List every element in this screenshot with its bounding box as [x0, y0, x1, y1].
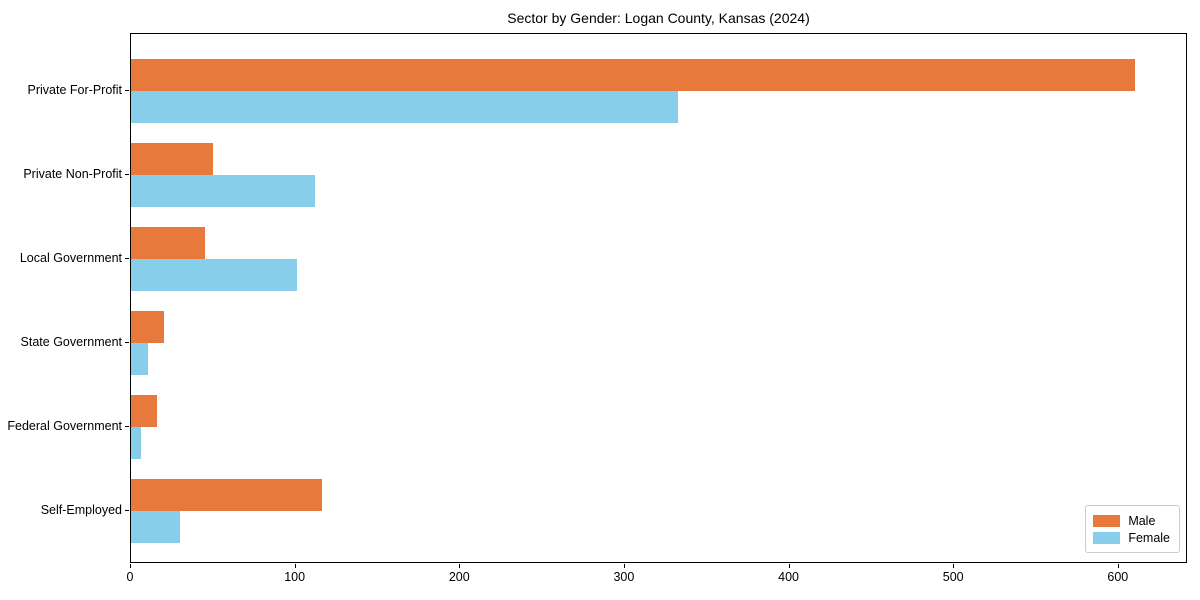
bar-female-4: [131, 343, 148, 375]
y-tick-label: Private Non-Profit: [23, 167, 122, 181]
y-tick-label: Local Government: [19, 251, 122, 265]
x-tick-label: 0: [126, 570, 134, 584]
legend-entry-male: Male: [1093, 512, 1170, 529]
bar-female-3: [131, 259, 298, 291]
x-tick-label: 400: [778, 570, 799, 584]
x-tick-mark: [130, 564, 131, 568]
x-tick-mark: [953, 564, 955, 568]
bar-male-4: [131, 311, 164, 343]
x-tick-label: 500: [942, 570, 964, 584]
y-tick-label: Federal Government: [7, 419, 122, 433]
x-tick-mark: [459, 564, 461, 568]
x-tick-label: 200: [448, 570, 470, 584]
bar-male-2: [131, 143, 214, 175]
legend-swatch-male: [1093, 514, 1121, 527]
x-tick-mark: [1117, 564, 1119, 568]
x-tick-label: 600: [1107, 570, 1129, 584]
bar-female-2: [131, 175, 316, 207]
y-tick-mark: [125, 258, 129, 259]
y-tick-mark: [125, 174, 129, 175]
plot-area: Male Female: [130, 33, 1187, 563]
bar-female-6: [131, 511, 181, 543]
bar-male-1: [131, 59, 1136, 91]
x-tick-label: 300: [613, 570, 635, 584]
x-tick-mark: [788, 564, 790, 568]
x-tick-mark: [294, 564, 296, 568]
y-tick-label: State Government: [20, 335, 122, 349]
y-tick-label: Self-Employed: [40, 503, 122, 517]
bar-female-5: [131, 427, 141, 459]
legend-label-female: Female: [1128, 530, 1170, 545]
bar-male-6: [131, 479, 322, 511]
chart-title: Sector by Gender: Logan County, Kansas (…: [507, 10, 810, 26]
y-tick-mark: [125, 342, 129, 343]
y-tick-mark: [125, 510, 129, 511]
x-tick-label: 100: [284, 570, 306, 584]
legend: Male Female: [1085, 505, 1180, 553]
y-tick-mark: [125, 426, 129, 427]
y-tick-label: Private For-Profit: [27, 83, 122, 97]
legend-swatch-female: [1093, 531, 1121, 544]
legend-entry-female: Female: [1093, 529, 1170, 546]
y-tick-mark: [125, 90, 129, 91]
bar-female-1: [131, 91, 678, 123]
bar-male-5: [131, 395, 158, 427]
legend-label-male: Male: [1128, 513, 1156, 528]
x-tick-mark: [623, 564, 625, 568]
bar-male-3: [131, 227, 206, 259]
